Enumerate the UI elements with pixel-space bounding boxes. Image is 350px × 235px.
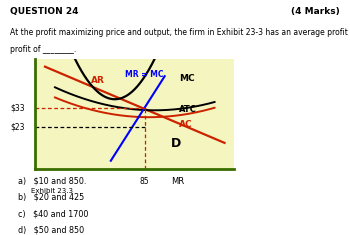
Text: Exhibit 23.3: Exhibit 23.3 xyxy=(31,188,73,194)
Text: b)   $20 and 425: b) $20 and 425 xyxy=(18,193,84,202)
Text: AC: AC xyxy=(178,120,192,129)
Text: (4 Marks): (4 Marks) xyxy=(291,7,340,16)
Text: $33: $33 xyxy=(10,104,25,113)
Text: MR = MC: MR = MC xyxy=(125,70,163,79)
Text: ATC: ATC xyxy=(178,105,196,114)
Text: MR: MR xyxy=(171,177,184,187)
Text: profit of ________.: profit of ________. xyxy=(10,45,77,54)
Text: d)   $50 and 850: d) $50 and 850 xyxy=(18,226,84,235)
Text: D: D xyxy=(171,137,181,150)
Text: a)   $10 and 850.: a) $10 and 850. xyxy=(18,176,86,185)
Text: c)   $40 and 1700: c) $40 and 1700 xyxy=(18,209,88,218)
Text: 85: 85 xyxy=(140,177,149,187)
Text: AR: AR xyxy=(91,76,105,85)
Text: MC: MC xyxy=(178,74,194,83)
Text: $23: $23 xyxy=(10,122,25,131)
Text: QUESTION 24: QUESTION 24 xyxy=(10,7,79,16)
Text: At the profit maximizing price and output, the firm in Exhibit 23-3 has an avera: At the profit maximizing price and outpu… xyxy=(10,28,350,37)
